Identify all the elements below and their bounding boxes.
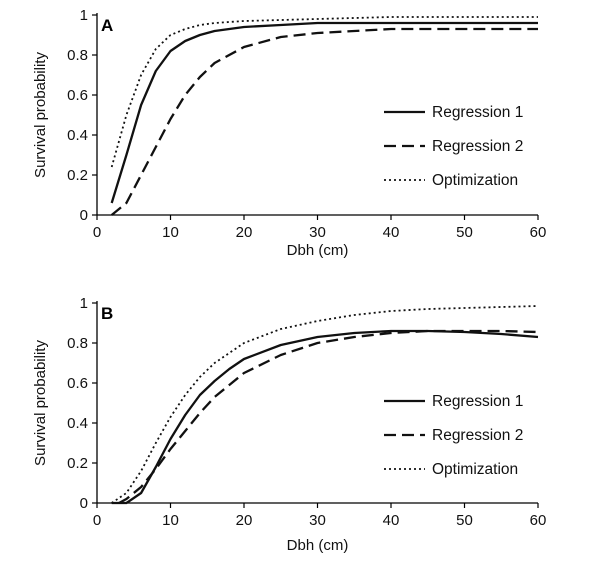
x-tick-label: 0 [93, 512, 101, 529]
chart-panel-B: 0 10 20 30 40 50 60 0 0.2 0.4 0.6 0.8 1 Dbh (cm) Survi… [32, 295, 546, 554]
y-tick-label: 0 [80, 495, 88, 512]
series-line-dotted [111, 305, 539, 504]
legend-label: Regression 2 [432, 138, 523, 155]
x-tick-label: 60 [530, 224, 547, 241]
y-tick-label: 1 [80, 295, 88, 312]
panel-letter: B [101, 304, 113, 323]
legend-label: Optimization [432, 461, 518, 478]
legend: Regression 1 Regression 2 Optimization [384, 393, 523, 478]
y-tick-label: 0.4 [67, 415, 88, 432]
y-tick-label: 0.6 [67, 87, 88, 104]
x-tick-label: 50 [456, 224, 473, 241]
chart-panel-A: 0 10 20 30 40 50 60 0 0.2 0.4 0.6 0.8 1 Dbh (cm) Survi… [32, 7, 546, 259]
series-line-dotted [110, 16, 538, 168]
y-tick-label: 0.4 [67, 127, 88, 144]
x-tick-label: 20 [236, 224, 253, 241]
x-axis-title: Dbh (cm) [287, 537, 349, 554]
x-tick-label: 10 [162, 512, 179, 529]
panel-letter: A [101, 16, 113, 35]
y-tick-label: 0.6 [67, 375, 88, 392]
y-tick-label: 0.8 [67, 47, 88, 64]
series-line-dashed [110, 27, 538, 216]
legend: Regression 1 Regression 2 Optimization [384, 104, 523, 189]
x-tick-label: 10 [162, 224, 179, 241]
legend-label: Regression 2 [432, 427, 523, 444]
y-axis-title: Survival probability [32, 340, 49, 466]
x-tick-label: 50 [456, 512, 473, 529]
y-axis-title: Survival probability [32, 52, 49, 178]
y-tick-label: 0.8 [67, 335, 88, 352]
y-tick-label: 1 [80, 7, 88, 24]
y-tick-label: 0.2 [67, 455, 88, 472]
legend-label: Optimization [432, 172, 518, 189]
x-tick-label: 30 [309, 512, 326, 529]
x-tick-label: 20 [236, 512, 253, 529]
legend-label: Regression 1 [432, 393, 523, 410]
series-line-dashed [118, 329, 539, 505]
x-tick-label: 40 [383, 224, 400, 241]
x-tick-label: 0 [93, 224, 101, 241]
x-tick-label: 30 [309, 224, 326, 241]
series-line-solid [110, 21, 538, 204]
y-tick-label: 0 [80, 207, 88, 224]
x-tick-label: 40 [383, 512, 400, 529]
y-tick-label: 0.2 [67, 167, 88, 184]
legend-label: Regression 1 [432, 104, 523, 121]
x-tick-label: 60 [530, 512, 547, 529]
x-axis-title: Dbh (cm) [287, 242, 349, 259]
